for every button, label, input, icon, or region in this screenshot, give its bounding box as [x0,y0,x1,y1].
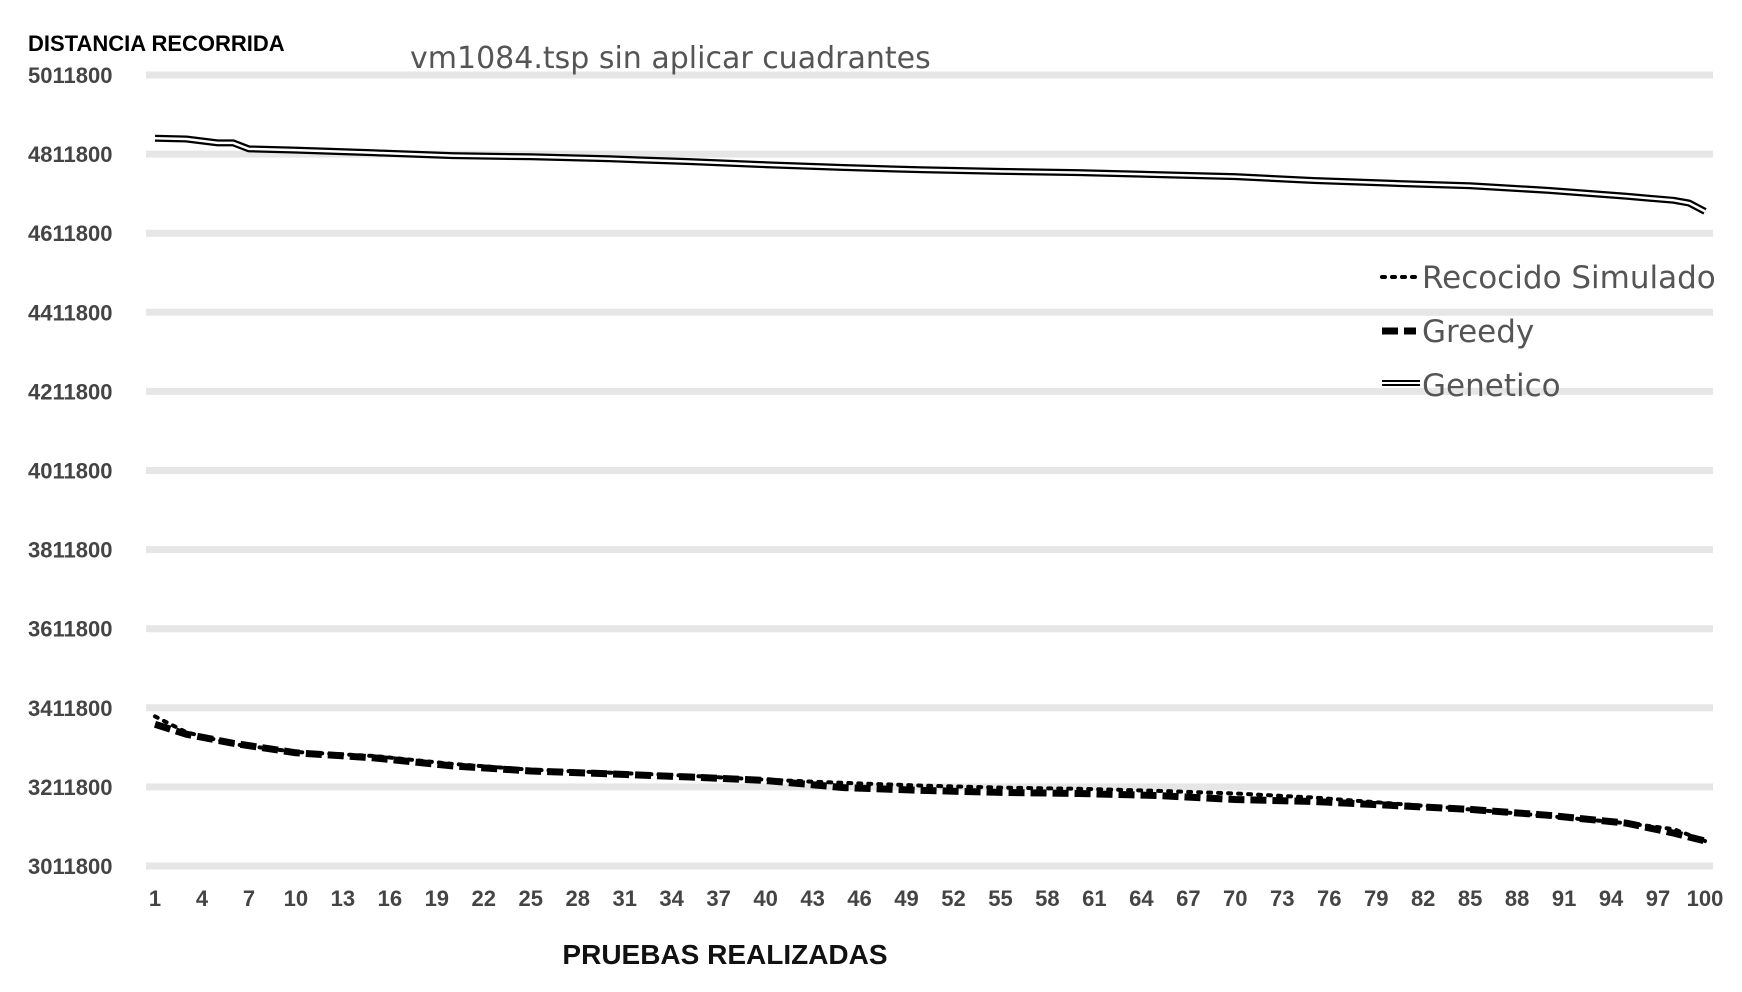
series-line-recocido-simulado [153,714,1707,843]
x-tick-label: 31 [612,886,636,911]
y-tick-label: 4411800 [28,300,112,325]
gridlines [146,71,1713,870]
x-tick-label: 7 [243,886,255,911]
x-tick-label: 43 [800,886,824,911]
x-tick-label: 49 [894,886,918,911]
x-tick-label: 85 [1458,886,1482,911]
y-tick-label: 5011800 [28,63,112,88]
series-line-genetico [154,134,1707,215]
y-tick-label: 3611800 [28,617,112,642]
x-tick-label: 82 [1411,886,1435,911]
y-tick-label: 3211800 [28,775,112,800]
legend-label-greedy: Greedy [1422,314,1534,350]
x-tick-label: 67 [1176,886,1200,911]
y-tick-label: 4211800 [28,379,112,404]
x-tick-label: 40 [753,886,777,911]
series-lines [153,134,1707,845]
y-tick-label: 4011800 [28,459,112,484]
x-tick-label: 100 [1687,886,1724,911]
x-tick-label: 46 [847,886,871,911]
legend-label-genetico: Genetico [1422,368,1561,404]
x-tick-label: 64 [1129,886,1154,911]
y-tick-label: 4811800 [28,142,112,167]
x-tick-label: 52 [941,886,965,911]
x-tick-label: 73 [1270,886,1294,911]
y-tick-label: 3811800 [28,538,112,563]
x-tick-label: 16 [378,886,402,911]
x-tick-label: 97 [1646,886,1670,911]
x-tick-label: 88 [1505,886,1529,911]
x-tick-label: 76 [1317,886,1341,911]
y-axis-label: DISTANCIA RECORRIDA [28,31,285,56]
x-tick-label: 55 [988,886,1012,911]
x-tick-label: 22 [472,886,496,911]
x-tick-label: 4 [196,886,209,911]
legend: Recocido Simulado Greedy Genetico [1380,260,1716,404]
series-line-greedy [153,720,1706,845]
x-axis-label: PRUEBAS REALIZADAS [562,939,887,970]
y-tick-label: 3411800 [28,696,112,721]
legend-label-recocido: Recocido Simulado [1422,260,1716,296]
x-tick-label: 70 [1223,886,1247,911]
x-tick-label: 37 [706,886,730,911]
y-tick-label: 4611800 [28,221,112,246]
x-tick-label: 61 [1082,886,1106,911]
x-tick-label: 79 [1364,886,1388,911]
x-tick-label: 58 [1035,886,1059,911]
x-tick-label: 1 [149,886,161,911]
x-tick-label: 91 [1552,886,1576,911]
y-axis-ticks: 3011800 3211800 3411800 3611800 3811800 40118… [28,63,112,879]
y-tick-label: 3011800 [28,854,112,879]
x-tick-label: 19 [425,886,449,911]
x-axis-ticks: 1 4 7 10 13 16 19 22 25 28 31 34 37 40 43 46 49 52 55 58 61 6… [149,886,1723,911]
x-tick-label: 94 [1599,886,1624,911]
chart-title: vm1084.tsp sin aplicar cuadrantes [410,41,931,76]
x-tick-label: 28 [565,886,589,911]
x-tick-label: 13 [331,886,355,911]
x-tick-label: 10 [284,886,308,911]
x-tick-label: 25 [519,886,543,911]
x-tick-label: 34 [659,886,684,911]
series-line-genetico-inner [154,136,1706,213]
